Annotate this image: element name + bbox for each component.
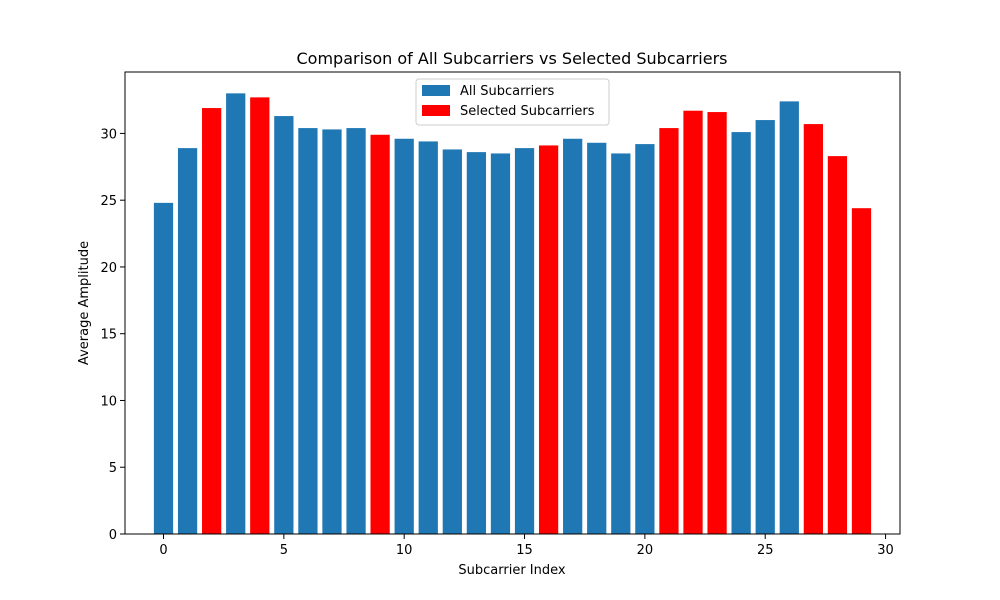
chart-title: Comparison of All Subcarriers vs Selecte… bbox=[297, 49, 728, 68]
bar-all-26 bbox=[779, 101, 799, 534]
y-tick-label-30: 30 bbox=[100, 127, 117, 142]
bar-all-20 bbox=[635, 144, 655, 534]
bar-all-25 bbox=[755, 120, 775, 534]
bar-all-13 bbox=[466, 152, 487, 534]
bar-selected-9 bbox=[370, 134, 390, 534]
y-tick-label-15: 15 bbox=[100, 328, 117, 343]
bar-selected-28 bbox=[827, 156, 848, 534]
bar-all-7 bbox=[322, 129, 342, 535]
bar-all-24 bbox=[731, 132, 751, 534]
bar-all-19 bbox=[611, 153, 631, 534]
bar-all-11 bbox=[418, 141, 438, 534]
y-tick-label-25: 25 bbox=[100, 194, 117, 209]
x-tick-label-30: 30 bbox=[877, 543, 894, 558]
bar-selected-4 bbox=[250, 97, 270, 535]
bar-all-12 bbox=[442, 149, 462, 534]
legend-label-all: All Subcarriers bbox=[460, 84, 555, 99]
bar-selected-2 bbox=[202, 108, 222, 535]
legend-box bbox=[415, 78, 610, 126]
bar-all-8 bbox=[346, 128, 366, 534]
bar-all-17 bbox=[563, 138, 583, 534]
legend: All Subcarriers Selected Subcarriers bbox=[415, 78, 610, 126]
bar-selected-27 bbox=[803, 124, 823, 534]
bar-all-6 bbox=[298, 128, 318, 534]
bar-selected-29 bbox=[851, 208, 872, 534]
bar-all-14 bbox=[490, 153, 511, 534]
bar-all-18 bbox=[587, 142, 607, 534]
x-tick-label-20: 20 bbox=[637, 543, 654, 558]
legend-swatch-all bbox=[422, 85, 450, 96]
x-tick-label-10: 10 bbox=[396, 543, 413, 558]
bar-all-1 bbox=[177, 148, 198, 535]
bar-all-15 bbox=[514, 148, 535, 535]
plot-frame bbox=[124, 71, 901, 535]
x-tick-label-5: 5 bbox=[280, 543, 288, 558]
x-axis: 0 5 10 15 20 25 30 bbox=[159, 534, 894, 558]
x-tick-label-0: 0 bbox=[159, 543, 167, 558]
bar-all-0 bbox=[153, 202, 174, 535]
bar-all-10 bbox=[394, 138, 414, 534]
y-axis: 0 5 10 15 20 25 30 bbox=[100, 127, 125, 543]
legend-swatch-selected bbox=[422, 105, 450, 116]
bar-selected-22 bbox=[683, 110, 703, 534]
y-tick-label-5: 5 bbox=[109, 461, 117, 476]
x-tick-label-25: 25 bbox=[757, 543, 774, 558]
y-axis-label: Average Amplitude bbox=[77, 241, 92, 365]
x-axis-label: Subcarrier Index bbox=[458, 563, 565, 578]
bar-selected-21 bbox=[659, 128, 679, 534]
legend-label-selected: Selected Subcarriers bbox=[460, 104, 595, 119]
bar-all-5 bbox=[274, 116, 294, 534]
y-tick-label-0: 0 bbox=[109, 528, 117, 543]
bar-selected-16 bbox=[538, 145, 559, 534]
bars-group bbox=[153, 93, 872, 535]
bar-selected-23 bbox=[707, 112, 727, 534]
bar-all-3 bbox=[226, 93, 246, 535]
x-tick-label-15: 15 bbox=[516, 543, 533, 558]
y-tick-label-10: 10 bbox=[100, 394, 117, 409]
y-tick-label-20: 20 bbox=[100, 261, 117, 276]
